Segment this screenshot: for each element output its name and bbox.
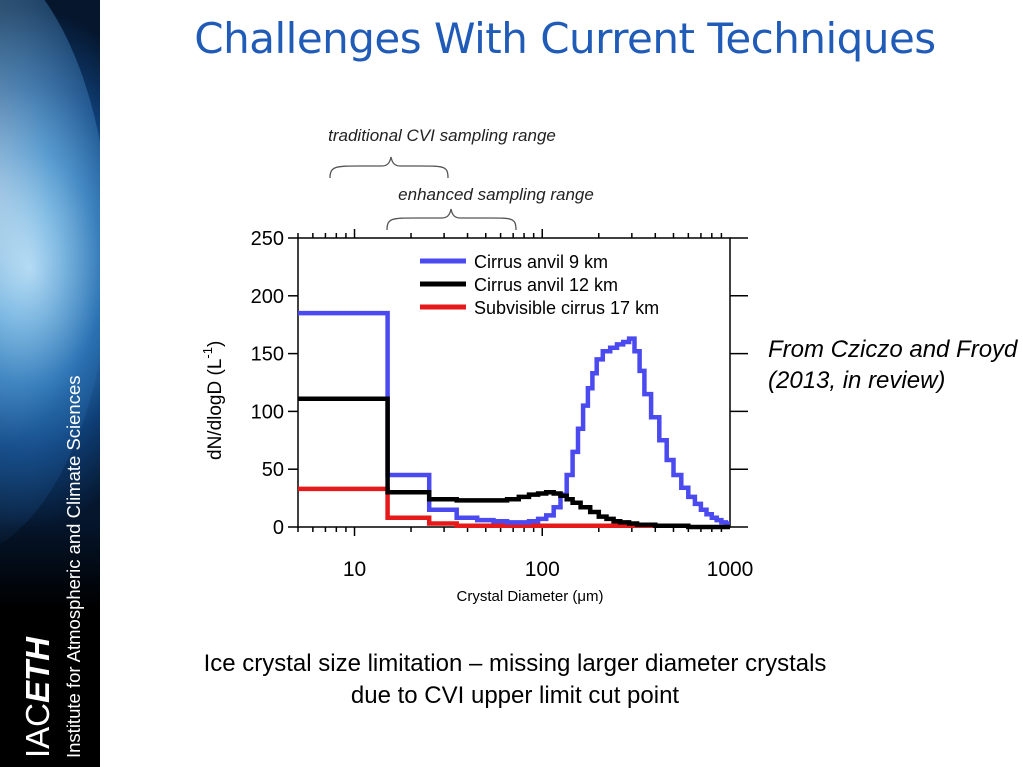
data-series bbox=[298, 310, 730, 530]
sidebar-dark-gradient bbox=[0, 520, 100, 767]
enhanced-range-brace bbox=[386, 208, 517, 231]
y-axis-label: dN/dlogD (L-1) bbox=[200, 341, 226, 460]
svg-text:dN/dlogD (L-1): dN/dlogD (L-1) bbox=[200, 341, 226, 460]
traditional-range-brace bbox=[329, 156, 449, 179]
chart-legend: Cirrus anvil 9 km Cirrus anvil 12 km Subvi… bbox=[420, 252, 659, 318]
y-tick-labels: 0 50 100 150 200 250 bbox=[251, 228, 284, 539]
y-tick-label: 0 bbox=[273, 517, 284, 539]
slide-title: Challenges With Current Techniques bbox=[194, 14, 936, 63]
sidebar-earth-banner: IACETH Institute for Atmospheric and Cli… bbox=[0, 0, 100, 767]
axis-ticks bbox=[288, 229, 748, 536]
legend-label: Subvisible cirrus 17 km bbox=[474, 298, 659, 318]
legend-label: Cirrus anvil 9 km bbox=[474, 252, 608, 272]
enhanced-range-label: enhanced sampling range bbox=[398, 185, 594, 204]
y-tick-label: 250 bbox=[251, 228, 284, 250]
x-axis-label: Crystal Diameter (μm) bbox=[457, 588, 604, 605]
citation-text: From Cziczo and Froyd (2013, in review) bbox=[768, 336, 1018, 394]
y-tick-label: 50 bbox=[262, 459, 284, 481]
series-line-0 bbox=[298, 310, 730, 526]
y-tick-label: 150 bbox=[251, 344, 284, 366]
y-tick-label: 200 bbox=[251, 286, 284, 308]
x-tick-label: 100 bbox=[525, 558, 560, 581]
caption-line-2: due to CVI upper limit cut point bbox=[350, 682, 680, 709]
x-tick-label: 10 bbox=[343, 558, 366, 581]
y-tick-label: 100 bbox=[251, 401, 284, 423]
y-axis-label-superscript: -1 bbox=[200, 347, 215, 359]
caption-line-1: Ice crystal size limitation – missing la… bbox=[203, 650, 827, 677]
series-line-1 bbox=[298, 396, 730, 530]
x-tick-labels: 10 100 1000 bbox=[343, 558, 754, 581]
y-axis-label-text: dN/dlogD (L bbox=[205, 359, 226, 460]
slide-caption: Ice crystal size limitation – missing la… bbox=[110, 648, 920, 712]
sampling-range-annotations: traditional CVI sampling range enhanced … bbox=[328, 126, 594, 231]
traditional-range-label: traditional CVI sampling range bbox=[328, 126, 556, 145]
y-axis-label-close: ) bbox=[205, 341, 226, 347]
legend-label: Cirrus anvil 12 km bbox=[474, 275, 618, 295]
series-line-2 bbox=[298, 486, 686, 529]
x-tick-label: 1000 bbox=[707, 558, 754, 581]
